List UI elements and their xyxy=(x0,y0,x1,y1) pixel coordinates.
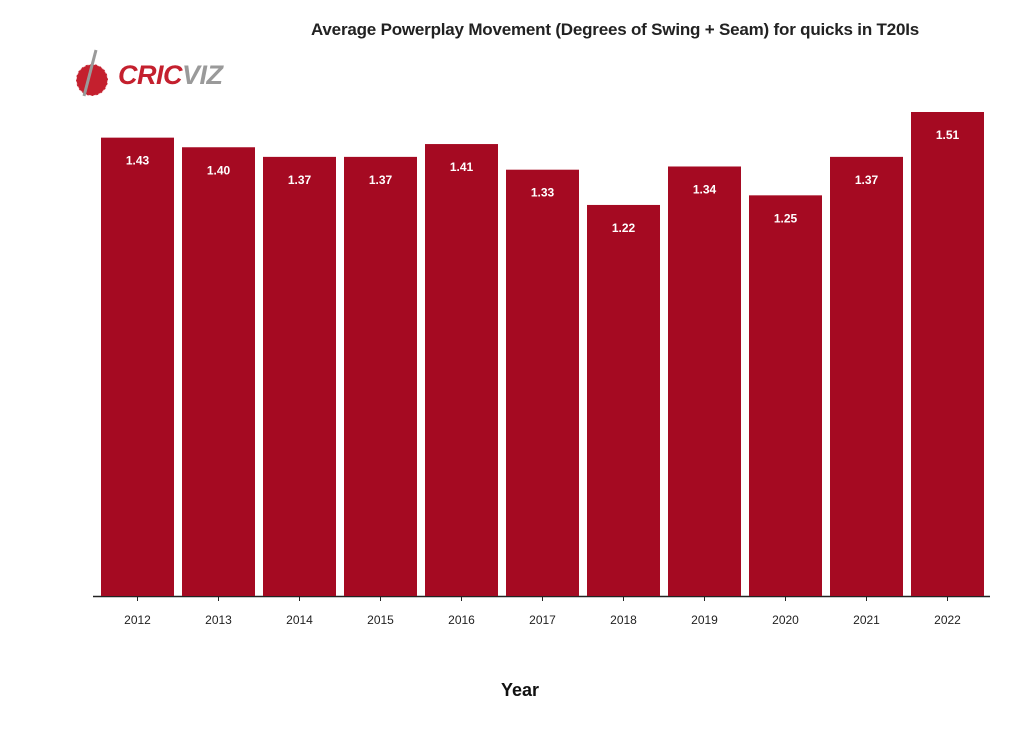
data-label-2017: 1.33 xyxy=(531,186,555,200)
x-tick-label-2012: 2012 xyxy=(124,613,151,627)
bar-2012 xyxy=(101,137,174,596)
x-tick-label-2017: 2017 xyxy=(529,613,556,627)
x-tick-label-2014: 2014 xyxy=(286,613,313,627)
bar-2021 xyxy=(830,156,903,596)
bar-2020 xyxy=(749,195,822,596)
x-tick-label-2015: 2015 xyxy=(367,613,394,627)
logo-wordmark: CRICVIZ xyxy=(118,60,223,91)
bar-2017 xyxy=(506,169,579,596)
bar-2019 xyxy=(668,166,741,597)
data-label-2016: 1.41 xyxy=(450,160,474,174)
cricket-ball-icon xyxy=(75,49,109,97)
bar-2014 xyxy=(263,156,336,596)
x-tick-label-2022: 2022 xyxy=(934,613,961,627)
bar-2015 xyxy=(344,156,417,596)
x-tick-label-2019: 2019 xyxy=(691,613,718,627)
data-label-2022: 1.51 xyxy=(936,128,960,142)
x-tick-label-2021: 2021 xyxy=(853,613,880,627)
data-label-2018: 1.22 xyxy=(612,221,636,235)
logo-text-cric: CRIC xyxy=(118,60,183,90)
x-tick-label-2018: 2018 xyxy=(610,613,637,627)
data-label-2013: 1.40 xyxy=(207,163,231,177)
bar-2022 xyxy=(911,112,984,596)
logo-text-viz: VIZ xyxy=(182,60,223,90)
x-tick-label-2016: 2016 xyxy=(448,613,475,627)
chart-title: Average Powerplay Movement (Degrees of S… xyxy=(310,20,920,39)
data-label-2019: 1.34 xyxy=(693,182,717,196)
bar-2016 xyxy=(425,144,498,596)
data-label-2015: 1.37 xyxy=(369,173,393,187)
x-tick-label-2013: 2013 xyxy=(205,613,232,627)
bar-2013 xyxy=(182,147,255,596)
bar-2018 xyxy=(587,204,660,596)
data-label-2014: 1.37 xyxy=(288,173,312,187)
data-label-2021: 1.37 xyxy=(855,173,879,187)
data-label-2012: 1.43 xyxy=(126,154,150,168)
data-label-2020: 1.25 xyxy=(774,211,798,225)
cricviz-logo: CRICVIZ xyxy=(72,46,242,102)
x-tick-label-2020: 2020 xyxy=(772,613,799,627)
x-axis-label: Year xyxy=(500,680,540,700)
